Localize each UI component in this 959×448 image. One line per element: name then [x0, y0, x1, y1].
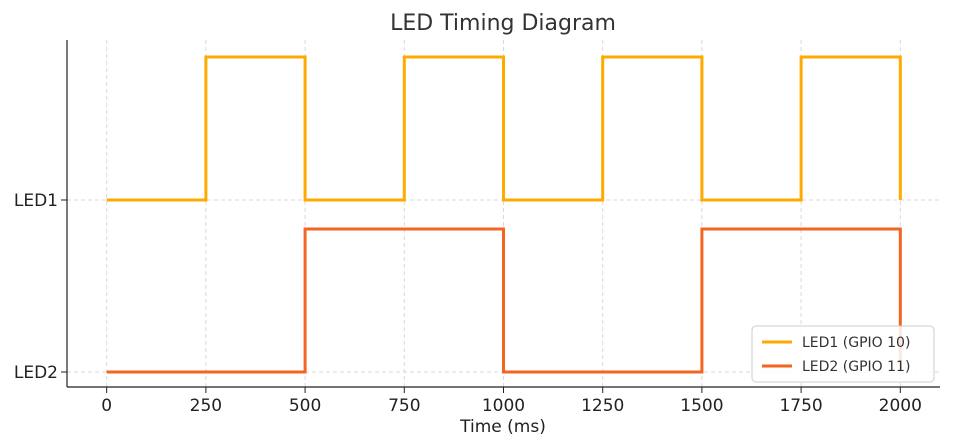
- series-line-2: [106, 227, 902, 374]
- x-tick-label: 2000: [879, 396, 922, 416]
- x-axis-label: Time (ms): [459, 417, 546, 437]
- chart-title: LED Timing Diagram: [390, 11, 616, 36]
- legend-label: LED1 (GPIO 10): [802, 335, 910, 351]
- x-tick-label: 1750: [779, 396, 822, 416]
- x-tick-label: 500: [289, 396, 321, 416]
- x-tick-label: 0: [101, 396, 112, 416]
- x-tick-label: 750: [388, 396, 420, 416]
- legend: LED1 (GPIO 10) LED2 (GPIO 11): [751, 325, 935, 383]
- x-tick-label: 250: [190, 396, 222, 416]
- y-tick-label: LED2: [14, 363, 58, 383]
- x-tick-label: 1500: [680, 396, 723, 416]
- series-group: [106, 55, 902, 374]
- legend-box: [751, 325, 935, 383]
- y-tick-label: LED1: [14, 191, 58, 211]
- series-line-1: [106, 55, 902, 202]
- y-ticks: LED1 LED2: [14, 191, 67, 383]
- x-ticks: 0 250 500 750 1000 1250 1500 1750 2000: [101, 387, 922, 416]
- legend-label: LED2 (GPIO 11): [802, 359, 910, 375]
- x-tick-label: 1000: [482, 396, 525, 416]
- x-tick-label: 1250: [581, 396, 624, 416]
